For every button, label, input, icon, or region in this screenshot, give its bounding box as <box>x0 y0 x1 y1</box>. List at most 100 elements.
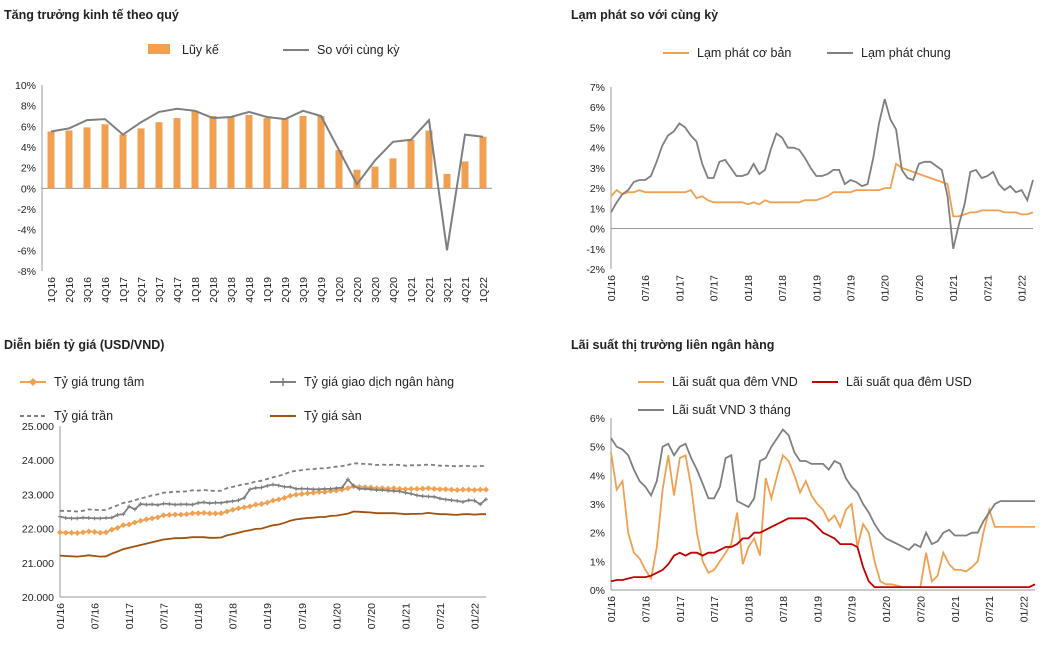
x-tick-label: 07/21 <box>435 603 447 629</box>
point-marker <box>108 526 115 533</box>
x-tick-label: 01/19 <box>812 596 824 622</box>
point-marker <box>264 499 271 506</box>
point-marker <box>281 494 288 501</box>
point-marker <box>173 502 178 507</box>
interbank-rate-plot: 0% 1% 2% 3% 4% 5% 6% Lãi suất qua đêm VND Lãi su… <box>590 375 1036 622</box>
bar <box>479 136 487 189</box>
legend-label: Tỷ giá trần <box>54 409 113 423</box>
x-tick-label: 1Q21 <box>406 277 418 303</box>
point-marker <box>149 515 156 522</box>
y-tick-label: 24.000 <box>22 455 54 467</box>
y-tick-label: 2% <box>590 183 605 195</box>
point-marker <box>259 485 264 490</box>
y-tick-label: 3% <box>590 499 605 511</box>
point-marker <box>195 510 202 517</box>
point-marker <box>298 491 305 498</box>
point-marker <box>448 486 455 493</box>
x-tick-label: 4Q19 <box>316 277 328 303</box>
y-tick-label: 4% <box>590 143 605 155</box>
point-marker <box>150 502 155 507</box>
y-tick-label: -1% <box>586 244 605 256</box>
point-marker <box>115 512 120 517</box>
x-tick-label: 4Q17 <box>172 277 184 303</box>
point-marker <box>103 529 110 536</box>
x-tick-label: 07/16 <box>640 596 652 622</box>
y-tick-label: 6% <box>21 121 36 133</box>
x-tick-label: 2Q18 <box>208 277 220 303</box>
point-marker <box>455 498 460 503</box>
bar <box>407 139 415 189</box>
y-tick-label: 4% <box>21 142 36 154</box>
x-tick-label: 01/18 <box>743 275 755 301</box>
point-marker <box>69 516 74 521</box>
point-marker <box>86 515 91 520</box>
point-marker <box>91 529 98 536</box>
point-marker <box>138 501 143 506</box>
bar <box>263 118 271 189</box>
point-marker <box>271 482 275 487</box>
point-marker <box>316 489 323 496</box>
y-tick-label: 1% <box>590 556 605 568</box>
point-marker <box>68 529 75 536</box>
point-marker <box>437 496 442 501</box>
x-tick-label: 01/20 <box>880 275 892 301</box>
bar <box>227 117 235 189</box>
point-marker <box>74 530 81 537</box>
point-marker <box>155 503 160 508</box>
legend-marker <box>29 378 37 386</box>
y-tick-label: 5% <box>590 122 605 134</box>
point-marker <box>311 487 316 492</box>
x-tick-label: 01/19 <box>262 603 274 629</box>
y-tick-label: 0% <box>21 183 36 195</box>
point-marker <box>196 500 201 505</box>
point-marker <box>443 497 448 502</box>
point-marker <box>63 515 68 520</box>
point-marker <box>252 501 259 508</box>
x-tick-label: 01/22 <box>1019 596 1031 622</box>
point-marker <box>305 486 310 491</box>
point-marker <box>109 515 114 520</box>
gdp-growth-chart: Tăng trưởng kinh tế theo quý -8% -6% -4% -2… <box>0 0 520 325</box>
point-marker <box>235 505 242 512</box>
series-line <box>610 162 1034 218</box>
series-line <box>610 428 1035 551</box>
gdp-growth-plot: -8% -6% -4% -2% 0% 2% 4% 6% 8% 10% 1Q16 2Q16 3Q16 4Q1… <box>15 43 492 303</box>
point-marker <box>80 529 87 536</box>
x-tick-label: 07/21 <box>984 596 996 622</box>
point-marker <box>390 485 397 492</box>
x-tick-label: 1Q16 <box>46 277 58 303</box>
x-tick-label: 3Q17 <box>154 277 166 303</box>
point-marker <box>62 529 69 536</box>
x-tick-label: 01/17 <box>674 275 686 301</box>
x-tick-label: 2Q20 <box>352 277 364 303</box>
point-marker <box>472 498 477 503</box>
point-marker <box>207 501 212 506</box>
point-marker <box>219 500 224 505</box>
point-marker <box>121 512 126 517</box>
legend-label: Tỷ giá sàn <box>304 409 362 423</box>
bar <box>281 118 289 189</box>
point-marker <box>144 502 149 507</box>
y-tick-label: -2% <box>17 204 36 216</box>
inflation-chart: Lạm phát so với cùng kỳ -2% -1% 0% 1% 2% 3% 4%… <box>527 0 1053 325</box>
x-tick-label: 1Q20 <box>334 277 346 303</box>
bar <box>155 122 163 189</box>
point-marker <box>299 486 304 491</box>
point-marker <box>287 492 294 499</box>
point-marker <box>351 483 356 488</box>
point-marker <box>143 516 150 523</box>
point-marker <box>247 487 252 492</box>
point-marker <box>184 502 189 507</box>
point-marker <box>200 509 207 516</box>
point-marker <box>126 521 133 528</box>
x-tick-label: 01/17 <box>124 603 136 629</box>
point-marker <box>431 485 438 492</box>
point-marker <box>288 484 293 489</box>
point-marker <box>414 493 419 498</box>
point-marker <box>201 500 206 505</box>
bar <box>371 166 379 189</box>
point-marker <box>293 491 300 498</box>
x-tick-label: 07/17 <box>159 603 171 629</box>
point-marker <box>328 486 333 491</box>
